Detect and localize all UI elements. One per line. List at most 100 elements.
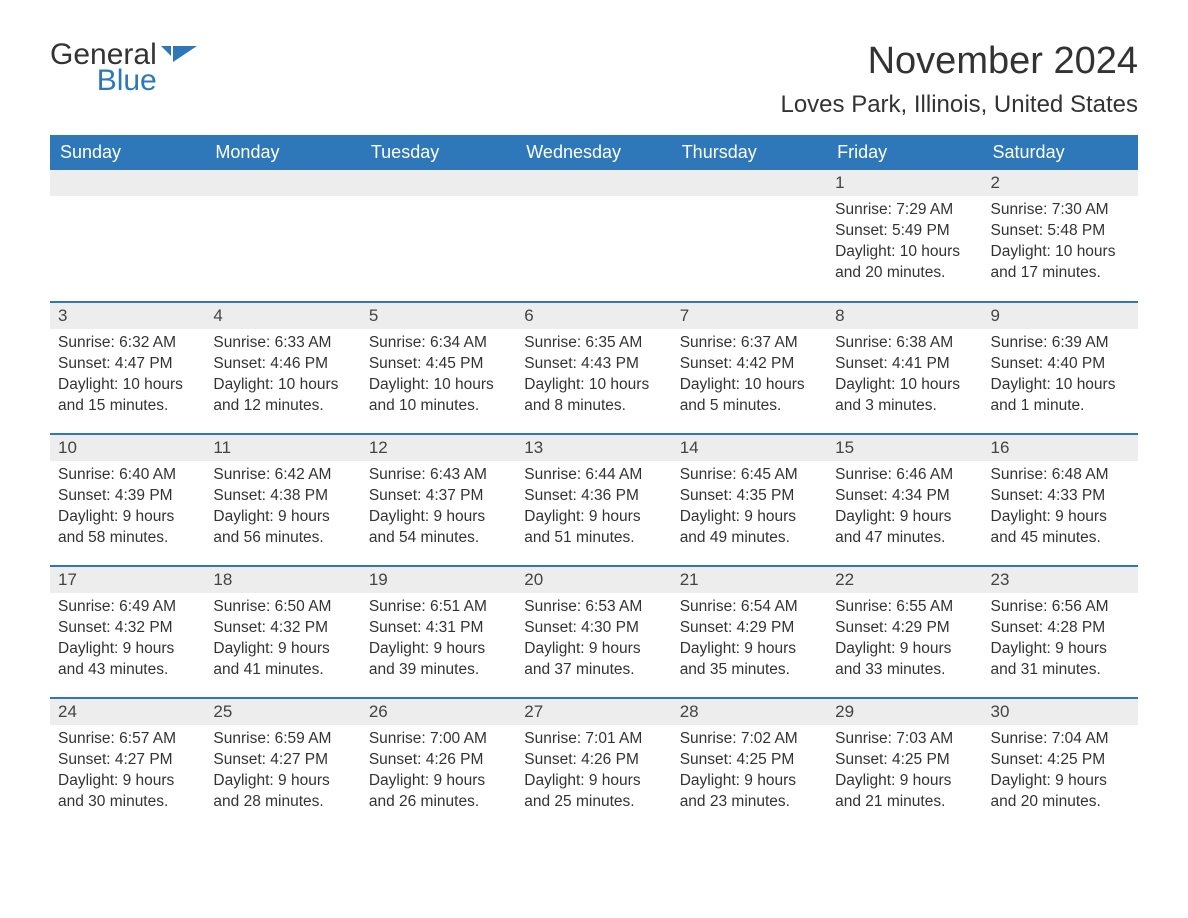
- sunrise-text: Sunrise: 6:39 AM: [991, 333, 1130, 354]
- header: General Blue November 2024 Loves Park, I…: [50, 40, 1138, 129]
- sunset-text: Sunset: 4:41 PM: [835, 354, 974, 375]
- day-number: 27: [516, 699, 671, 725]
- day-number: 14: [672, 435, 827, 461]
- day-number: 5: [361, 303, 516, 329]
- month-title: November 2024: [780, 40, 1138, 83]
- calendar-day-cell: 13Sunrise: 6:44 AMSunset: 4:36 PMDayligh…: [516, 434, 671, 566]
- calendar-table: Sunday Monday Tuesday Wednesday Thursday…: [50, 135, 1138, 830]
- day-details: Sunrise: 6:55 AMSunset: 4:29 PMDaylight:…: [827, 593, 982, 689]
- day-details: Sunrise: 6:37 AMSunset: 4:42 PMDaylight:…: [672, 329, 827, 425]
- day-number-empty: [50, 170, 205, 196]
- sunrise-text: Sunrise: 6:37 AM: [680, 333, 819, 354]
- calendar-day-cell: [516, 170, 671, 302]
- daylight-text: Daylight: 9 hours and 30 minutes.: [58, 771, 197, 813]
- calendar-day-cell: 26Sunrise: 7:00 AMSunset: 4:26 PMDayligh…: [361, 698, 516, 830]
- sunrise-text: Sunrise: 7:30 AM: [991, 200, 1130, 221]
- sunset-text: Sunset: 4:30 PM: [524, 618, 663, 639]
- logo: General Blue: [50, 40, 197, 96]
- sunset-text: Sunset: 4:28 PM: [991, 618, 1130, 639]
- sunrise-text: Sunrise: 6:50 AM: [213, 597, 352, 618]
- daylight-text: Daylight: 9 hours and 28 minutes.: [213, 771, 352, 813]
- sunset-text: Sunset: 4:36 PM: [524, 486, 663, 507]
- day-number: 6: [516, 303, 671, 329]
- calendar-day-cell: 27Sunrise: 7:01 AMSunset: 4:26 PMDayligh…: [516, 698, 671, 830]
- sunset-text: Sunset: 4:26 PM: [524, 750, 663, 771]
- day-number: 17: [50, 567, 205, 593]
- calendar-day-cell: 15Sunrise: 6:46 AMSunset: 4:34 PMDayligh…: [827, 434, 982, 566]
- daylight-text: Daylight: 10 hours and 5 minutes.: [680, 375, 819, 417]
- daylight-text: Daylight: 9 hours and 20 minutes.: [991, 771, 1130, 813]
- calendar-day-cell: 18Sunrise: 6:50 AMSunset: 4:32 PMDayligh…: [205, 566, 360, 698]
- sunset-text: Sunset: 4:45 PM: [369, 354, 508, 375]
- day-details: Sunrise: 6:43 AMSunset: 4:37 PMDaylight:…: [361, 461, 516, 557]
- daylight-text: Daylight: 10 hours and 12 minutes.: [213, 375, 352, 417]
- day-details: Sunrise: 6:38 AMSunset: 4:41 PMDaylight:…: [827, 329, 982, 425]
- day-details: Sunrise: 6:48 AMSunset: 4:33 PMDaylight:…: [983, 461, 1138, 557]
- weekday-header: Saturday: [983, 135, 1138, 170]
- calendar-day-cell: 2Sunrise: 7:30 AMSunset: 5:48 PMDaylight…: [983, 170, 1138, 302]
- day-details: Sunrise: 6:32 AMSunset: 4:47 PMDaylight:…: [50, 329, 205, 425]
- calendar-day-cell: 24Sunrise: 6:57 AMSunset: 4:27 PMDayligh…: [50, 698, 205, 830]
- day-details: Sunrise: 7:29 AMSunset: 5:49 PMDaylight:…: [827, 196, 982, 292]
- weekday-header: Wednesday: [516, 135, 671, 170]
- calendar-day-cell: 4Sunrise: 6:33 AMSunset: 4:46 PMDaylight…: [205, 302, 360, 434]
- daylight-text: Daylight: 9 hours and 47 minutes.: [835, 507, 974, 549]
- day-number: 9: [983, 303, 1138, 329]
- sunrise-text: Sunrise: 6:33 AM: [213, 333, 352, 354]
- day-number-empty: [361, 170, 516, 196]
- day-details: Sunrise: 6:49 AMSunset: 4:32 PMDaylight:…: [50, 593, 205, 689]
- sunrise-text: Sunrise: 6:34 AM: [369, 333, 508, 354]
- day-details: Sunrise: 7:04 AMSunset: 4:25 PMDaylight:…: [983, 725, 1138, 821]
- sunset-text: Sunset: 4:43 PM: [524, 354, 663, 375]
- day-details: Sunrise: 6:56 AMSunset: 4:28 PMDaylight:…: [983, 593, 1138, 689]
- day-details: Sunrise: 6:44 AMSunset: 4:36 PMDaylight:…: [516, 461, 671, 557]
- sunrise-text: Sunrise: 6:56 AM: [991, 597, 1130, 618]
- daylight-text: Daylight: 9 hours and 39 minutes.: [369, 639, 508, 681]
- day-number: 12: [361, 435, 516, 461]
- day-details: Sunrise: 7:30 AMSunset: 5:48 PMDaylight:…: [983, 196, 1138, 292]
- day-number: 23: [983, 567, 1138, 593]
- sunrise-text: Sunrise: 6:57 AM: [58, 729, 197, 750]
- daylight-text: Daylight: 9 hours and 49 minutes.: [680, 507, 819, 549]
- sunset-text: Sunset: 5:49 PM: [835, 221, 974, 242]
- sunset-text: Sunset: 4:31 PM: [369, 618, 508, 639]
- calendar-day-cell: 1Sunrise: 7:29 AMSunset: 5:49 PMDaylight…: [827, 170, 982, 302]
- sunrise-text: Sunrise: 6:43 AM: [369, 465, 508, 486]
- daylight-text: Daylight: 10 hours and 3 minutes.: [835, 375, 974, 417]
- day-number-empty: [205, 170, 360, 196]
- day-number: 1: [827, 170, 982, 196]
- day-number: 29: [827, 699, 982, 725]
- title-block: November 2024 Loves Park, Illinois, Unit…: [780, 40, 1138, 129]
- day-number: 2: [983, 170, 1138, 196]
- day-details: Sunrise: 6:50 AMSunset: 4:32 PMDaylight:…: [205, 593, 360, 689]
- sunset-text: Sunset: 4:34 PM: [835, 486, 974, 507]
- sunrise-text: Sunrise: 6:49 AM: [58, 597, 197, 618]
- calendar-day-cell: [50, 170, 205, 302]
- sunset-text: Sunset: 4:46 PM: [213, 354, 352, 375]
- calendar-day-cell: 29Sunrise: 7:03 AMSunset: 4:25 PMDayligh…: [827, 698, 982, 830]
- sunset-text: Sunset: 4:40 PM: [991, 354, 1130, 375]
- day-details: Sunrise: 6:35 AMSunset: 4:43 PMDaylight:…: [516, 329, 671, 425]
- daylight-text: Daylight: 9 hours and 31 minutes.: [991, 639, 1130, 681]
- sunrise-text: Sunrise: 6:42 AM: [213, 465, 352, 486]
- daylight-text: Daylight: 9 hours and 51 minutes.: [524, 507, 663, 549]
- day-details: Sunrise: 6:42 AMSunset: 4:38 PMDaylight:…: [205, 461, 360, 557]
- sunrise-text: Sunrise: 7:01 AM: [524, 729, 663, 750]
- sunset-text: Sunset: 4:47 PM: [58, 354, 197, 375]
- day-details: Sunrise: 6:46 AMSunset: 4:34 PMDaylight:…: [827, 461, 982, 557]
- day-details: Sunrise: 6:33 AMSunset: 4:46 PMDaylight:…: [205, 329, 360, 425]
- calendar-day-cell: 22Sunrise: 6:55 AMSunset: 4:29 PMDayligh…: [827, 566, 982, 698]
- calendar-day-cell: 9Sunrise: 6:39 AMSunset: 4:40 PMDaylight…: [983, 302, 1138, 434]
- calendar-day-cell: 8Sunrise: 6:38 AMSunset: 4:41 PMDaylight…: [827, 302, 982, 434]
- calendar-day-cell: 21Sunrise: 6:54 AMSunset: 4:29 PMDayligh…: [672, 566, 827, 698]
- weekday-header: Thursday: [672, 135, 827, 170]
- daylight-text: Daylight: 9 hours and 43 minutes.: [58, 639, 197, 681]
- weekday-header-row: Sunday Monday Tuesday Wednesday Thursday…: [50, 135, 1138, 170]
- sunrise-text: Sunrise: 6:51 AM: [369, 597, 508, 618]
- day-details: Sunrise: 6:54 AMSunset: 4:29 PMDaylight:…: [672, 593, 827, 689]
- calendar-week-row: 24Sunrise: 6:57 AMSunset: 4:27 PMDayligh…: [50, 698, 1138, 830]
- sunrise-text: Sunrise: 6:46 AM: [835, 465, 974, 486]
- day-number: 11: [205, 435, 360, 461]
- calendar-day-cell: 10Sunrise: 6:40 AMSunset: 4:39 PMDayligh…: [50, 434, 205, 566]
- location-subtitle: Loves Park, Illinois, United States: [780, 91, 1138, 119]
